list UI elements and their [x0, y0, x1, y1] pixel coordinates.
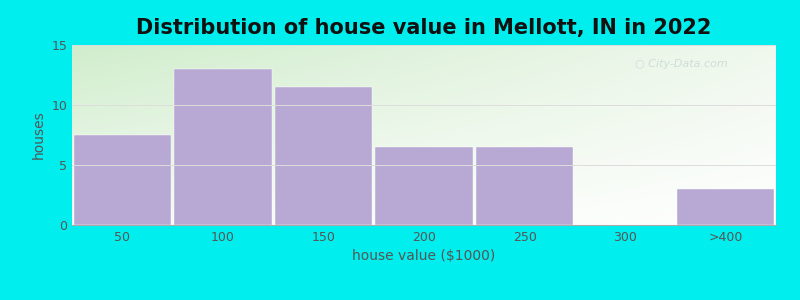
Bar [677, 189, 774, 225]
Bar [476, 147, 574, 225]
Bar [74, 135, 171, 225]
Y-axis label: houses: houses [32, 111, 46, 159]
Title: Distribution of house value in Mellott, IN in 2022: Distribution of house value in Mellott, … [136, 18, 712, 38]
Bar [375, 147, 473, 225]
Text: ○ City-Data.com: ○ City-Data.com [635, 58, 728, 69]
Bar [274, 87, 372, 225]
X-axis label: house value ($1000): house value ($1000) [352, 249, 496, 263]
Bar [174, 69, 272, 225]
